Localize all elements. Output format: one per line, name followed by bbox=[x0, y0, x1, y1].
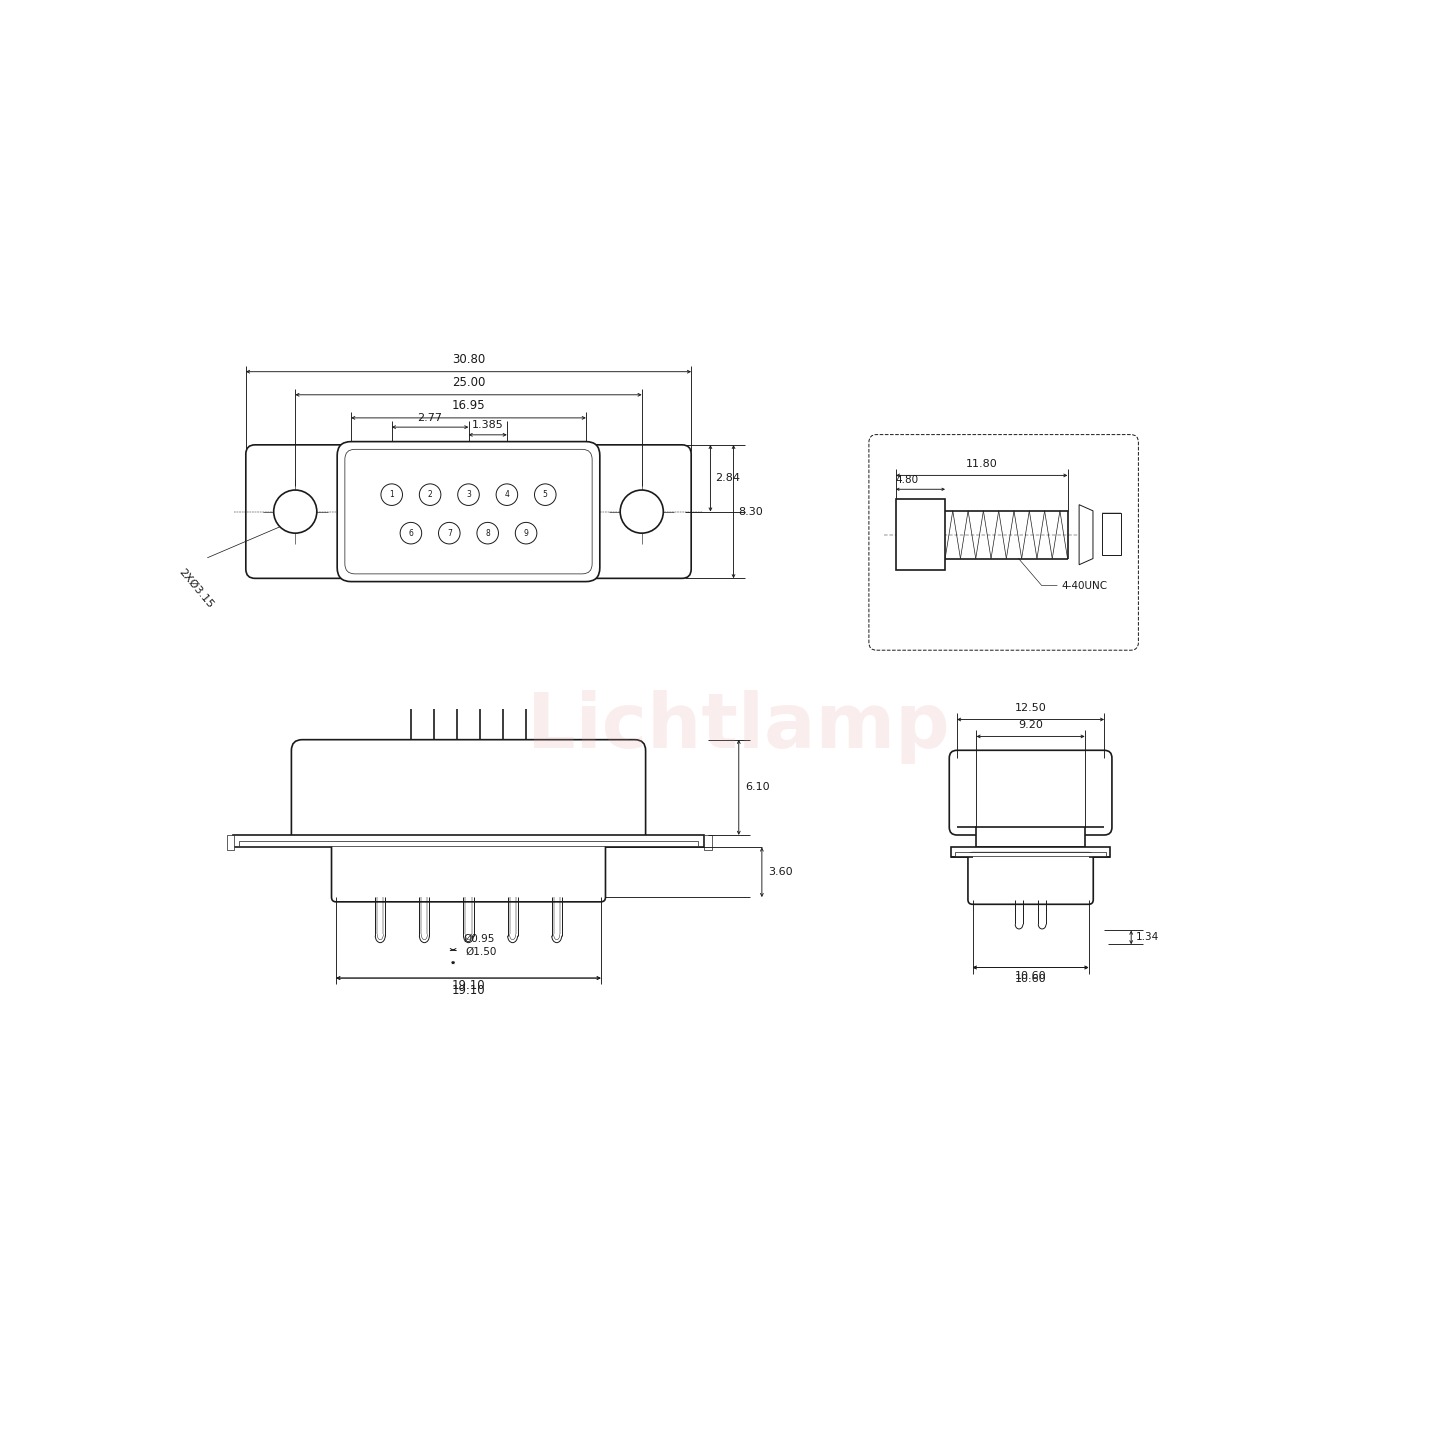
Text: 8.30: 8.30 bbox=[739, 507, 763, 517]
FancyBboxPatch shape bbox=[246, 445, 691, 579]
Circle shape bbox=[477, 523, 498, 544]
FancyBboxPatch shape bbox=[868, 435, 1139, 651]
Circle shape bbox=[382, 484, 403, 505]
Text: Lichtlamp: Lichtlamp bbox=[527, 690, 949, 765]
Bar bbox=[233, 835, 704, 847]
Text: 4: 4 bbox=[504, 490, 510, 500]
Circle shape bbox=[274, 490, 317, 533]
Text: 11.80: 11.80 bbox=[966, 459, 998, 469]
Text: 12.50: 12.50 bbox=[1015, 703, 1047, 713]
Text: 1: 1 bbox=[389, 490, 395, 500]
Bar bbox=[226, 835, 235, 851]
Text: 9.20: 9.20 bbox=[1018, 720, 1043, 730]
Text: 30.80: 30.80 bbox=[452, 353, 485, 366]
FancyBboxPatch shape bbox=[949, 750, 1112, 835]
Text: 1.34: 1.34 bbox=[1136, 933, 1159, 942]
Circle shape bbox=[534, 484, 556, 505]
Text: 5: 5 bbox=[543, 490, 547, 500]
Bar bbox=[896, 498, 945, 570]
Bar bbox=[976, 828, 1084, 847]
Bar bbox=[950, 847, 1110, 857]
Text: 8: 8 bbox=[485, 528, 490, 537]
Bar bbox=[955, 852, 1106, 855]
Circle shape bbox=[439, 523, 461, 544]
Text: 19.10: 19.10 bbox=[452, 979, 485, 992]
Bar bbox=[239, 841, 698, 845]
FancyBboxPatch shape bbox=[291, 740, 645, 845]
Bar bbox=[704, 835, 711, 851]
Circle shape bbox=[419, 484, 441, 505]
Text: 1.385: 1.385 bbox=[472, 420, 504, 431]
Text: 6: 6 bbox=[409, 528, 413, 537]
Text: Ø0.95: Ø0.95 bbox=[464, 933, 495, 943]
Text: 9: 9 bbox=[524, 528, 528, 537]
FancyBboxPatch shape bbox=[331, 842, 605, 901]
Circle shape bbox=[497, 484, 517, 505]
Text: 10.60: 10.60 bbox=[1015, 973, 1047, 984]
Circle shape bbox=[621, 490, 664, 533]
Bar bbox=[1102, 513, 1122, 556]
Text: 2.84: 2.84 bbox=[716, 474, 740, 484]
Text: Ø1.50: Ø1.50 bbox=[465, 946, 497, 956]
Text: 3: 3 bbox=[467, 490, 471, 500]
Text: 2XØ3.15: 2XØ3.15 bbox=[177, 567, 215, 611]
Text: 4-40UNC: 4-40UNC bbox=[1061, 580, 1107, 590]
Text: 7: 7 bbox=[446, 528, 452, 537]
Text: 25.00: 25.00 bbox=[452, 376, 485, 389]
Text: 4.80: 4.80 bbox=[896, 475, 919, 485]
Polygon shape bbox=[1079, 504, 1093, 564]
Text: 2.77: 2.77 bbox=[418, 412, 442, 422]
Text: 3.60: 3.60 bbox=[768, 867, 792, 877]
Text: 10.60: 10.60 bbox=[1015, 972, 1047, 982]
FancyBboxPatch shape bbox=[337, 442, 600, 582]
Circle shape bbox=[458, 484, 480, 505]
Circle shape bbox=[400, 523, 422, 544]
FancyBboxPatch shape bbox=[968, 852, 1093, 904]
Text: 19.10: 19.10 bbox=[452, 984, 485, 998]
Circle shape bbox=[516, 523, 537, 544]
Text: 2: 2 bbox=[428, 490, 432, 500]
Text: 16.95: 16.95 bbox=[452, 399, 485, 412]
Text: 6.10: 6.10 bbox=[744, 782, 769, 792]
